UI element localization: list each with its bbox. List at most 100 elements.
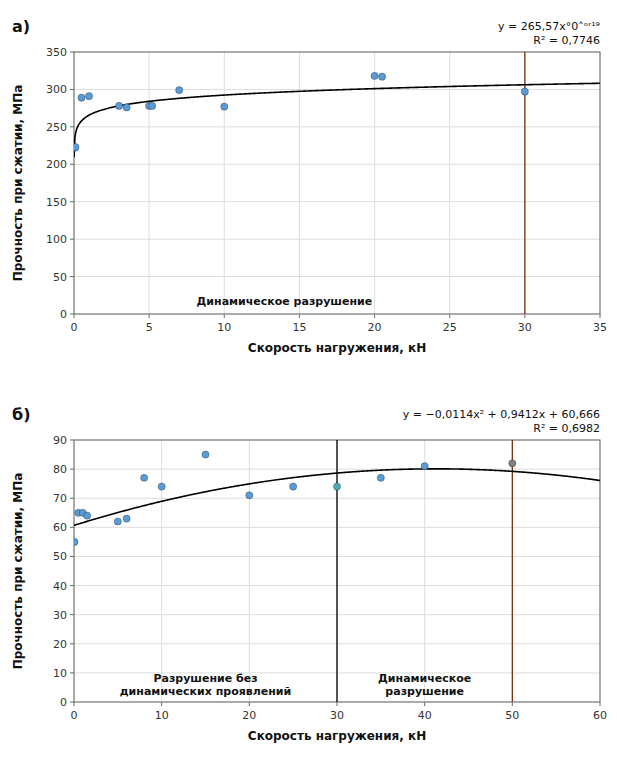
scatter-point — [74, 144, 78, 151]
scatter-point — [123, 515, 130, 522]
scatter-point — [114, 518, 121, 525]
x-tick-label: 10 — [155, 709, 169, 722]
y-tick-label: 10 — [53, 667, 67, 680]
scatter-point — [74, 143, 79, 150]
y-tick-label: 150 — [46, 196, 67, 209]
x-tick-label: 25 — [443, 321, 457, 334]
scatter-point — [377, 474, 384, 481]
y-tick-label: 90 — [53, 434, 67, 447]
tick-mark — [70, 201, 74, 202]
grid-line — [424, 440, 425, 702]
tick-mark — [161, 702, 162, 706]
y-tick-label: 200 — [46, 158, 67, 171]
scatter-point — [115, 102, 122, 109]
trend-curve — [74, 83, 600, 157]
scatter-point — [246, 492, 253, 499]
y-tick-label: 0 — [60, 308, 67, 321]
grid-line — [161, 440, 162, 702]
marks — [74, 52, 600, 314]
tick-mark — [70, 614, 74, 615]
grid-line — [224, 52, 225, 314]
y-axis-label: Прочность при сжатии, МПа — [11, 473, 25, 670]
tick-mark — [600, 314, 601, 318]
y-tick-label: 20 — [53, 638, 67, 651]
scatter-point — [371, 72, 378, 79]
y-tick-label: 250 — [46, 121, 67, 134]
x-tick-label: 20 — [242, 709, 256, 722]
x-tick-label: 0 — [71, 321, 78, 334]
grid-line — [74, 201, 600, 202]
scatter-point — [290, 483, 297, 490]
vertical-line — [512, 440, 513, 702]
tick-mark — [70, 440, 74, 441]
y-tick-label: 50 — [53, 271, 67, 284]
scatter-point — [149, 102, 156, 109]
grid-line — [337, 440, 338, 702]
tick-mark — [70, 52, 74, 53]
region-label: Динамическое разрушение — [197, 295, 373, 308]
scatter-point — [378, 73, 385, 80]
grid-line — [374, 52, 375, 314]
panel-label: а) — [12, 17, 30, 36]
scatter-point — [74, 538, 78, 545]
y-tick-label: 350 — [46, 46, 67, 59]
grid-line — [449, 52, 450, 314]
tick-mark — [449, 314, 450, 318]
trend-curve — [74, 469, 600, 526]
grid-line — [249, 440, 250, 702]
tick-mark — [224, 314, 225, 318]
y-tick-label: 40 — [53, 580, 67, 593]
region-label: Динамическоеразрушение — [378, 672, 471, 698]
tick-mark — [70, 314, 74, 315]
tick-mark — [70, 89, 74, 90]
grid-line — [149, 52, 150, 314]
plot-frame — [74, 440, 600, 702]
x-tick-label: 20 — [368, 321, 382, 334]
grid-line — [74, 239, 600, 240]
equation: y = 265,57x°0˄ᵒʳ¹⁹ — [498, 20, 600, 33]
tick-mark — [70, 239, 74, 240]
y-tick-label: 50 — [53, 550, 67, 563]
tick-mark — [374, 314, 375, 318]
tick-mark — [249, 702, 250, 706]
grid-line — [74, 276, 600, 277]
scatter-point — [202, 451, 209, 458]
tick-mark — [70, 702, 74, 703]
x-tick-label: 40 — [418, 709, 432, 722]
region-label-line: динамических проявлений — [120, 685, 292, 698]
tick-mark — [70, 164, 74, 165]
y-tick-label: 60 — [53, 521, 67, 534]
x-tick-label: 15 — [292, 321, 306, 334]
tick-mark — [74, 314, 75, 318]
region-label-line: Разрушение без — [153, 672, 257, 685]
scatter-point — [509, 460, 516, 467]
tick-mark — [512, 702, 513, 706]
x-axis-label: Скорость нагружения, кН — [248, 729, 426, 743]
tick-mark — [70, 527, 74, 528]
tick-mark — [70, 556, 74, 557]
tick-mark — [70, 126, 74, 127]
scatter-point — [85, 93, 92, 100]
panel: 01020304050600102030405060708090y = −0,0… — [11, 405, 607, 743]
equation: R² = 0,7746 — [533, 34, 600, 47]
tick-mark — [600, 702, 601, 706]
tick-mark — [70, 585, 74, 586]
y-tick-label: 80 — [53, 463, 67, 476]
region-label-line: разрушение — [385, 685, 464, 698]
scatter-point — [84, 512, 91, 519]
marks — [74, 440, 600, 702]
tick-mark — [70, 643, 74, 644]
x-tick-label: 5 — [146, 321, 153, 334]
tick-mark — [70, 498, 74, 499]
tick-mark — [424, 702, 425, 706]
tick-mark — [70, 672, 74, 673]
y-axis-label: Прочность при сжатии, МПа — [11, 85, 25, 282]
x-tick-label: 30 — [518, 321, 532, 334]
scatter-point — [158, 483, 165, 490]
grid-line — [74, 126, 600, 127]
region-label-line: Динамическое разрушение — [197, 295, 373, 308]
panel: 05101520253035050100150200250300350y = 2… — [11, 17, 607, 355]
panel-label: б) — [12, 405, 30, 424]
equation: y = −0,0114x² + 0,9412x + 60,666 — [403, 408, 600, 421]
y-tick-label: 30 — [53, 609, 67, 622]
